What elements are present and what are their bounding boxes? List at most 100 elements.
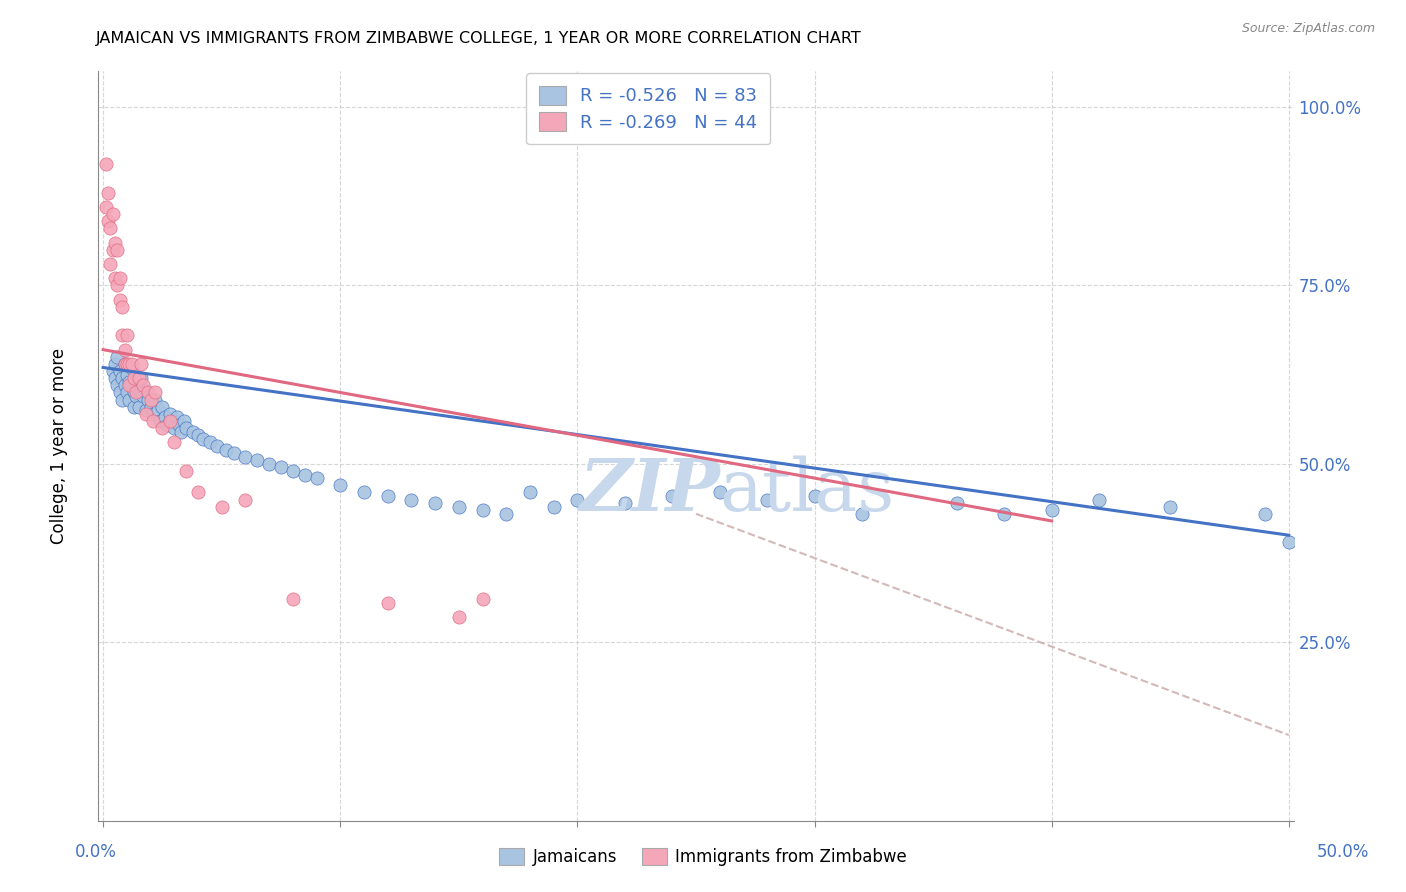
Point [423,496,446,510]
Point [1278,535,1301,549]
Point [851,507,873,521]
Point [305,471,328,485]
Point [118,357,141,371]
Point [128,371,150,385]
Point [181,425,204,439]
Point [163,435,186,450]
Point [135,385,157,400]
Point [139,400,162,414]
Point [143,392,166,407]
Legend: Jamaicans, Immigrants from Zimbabwe: Jamaicans, Immigrants from Zimbabwe [491,840,915,875]
Point [235,450,257,464]
Point [235,492,257,507]
Point [125,385,148,400]
Point [101,364,124,378]
Point [115,385,138,400]
Point [132,389,155,403]
Point [122,371,145,385]
Point [121,360,143,375]
Point [246,453,269,467]
Point [159,414,181,428]
Point [211,500,233,514]
Point [105,278,128,293]
Point [139,392,162,407]
Point [198,435,221,450]
Point [159,407,181,421]
Point [94,157,117,171]
Point [187,485,209,500]
Point [108,293,131,307]
Point [661,489,683,503]
Point [98,257,121,271]
Point [946,496,969,510]
Point [129,357,152,371]
Point [146,403,169,417]
Point [136,385,159,400]
Text: 0.0%: 0.0% [75,843,117,861]
Point [114,357,136,371]
Point [122,385,145,400]
Point [1159,500,1181,514]
Point [1040,503,1063,517]
Point [567,492,589,507]
Point [543,500,565,514]
Text: JAMAICAN VS IMMIGRANTS FROM ZIMBABWE COLLEGE, 1 YEAR OR MORE CORRELATION CHART: JAMAICAN VS IMMIGRANTS FROM ZIMBABWE COL… [96,31,862,46]
Point [160,414,183,428]
Point [118,375,141,389]
Point [163,421,186,435]
Point [125,375,148,389]
Point [156,417,179,432]
Point [153,410,176,425]
Point [281,592,304,607]
Point [115,328,138,343]
Point [105,350,128,364]
Point [101,207,124,221]
Text: atlas: atlas [720,456,896,526]
Point [377,489,399,503]
Point [129,371,152,385]
Point [94,200,117,214]
Point [104,357,127,371]
Point [114,343,136,357]
Point [222,446,245,460]
Point [149,414,172,428]
Point [111,392,134,407]
Point [142,414,165,428]
Point [495,507,517,521]
Point [167,417,190,432]
Point [111,371,134,385]
Point [215,442,238,457]
Point [257,457,280,471]
Point [132,378,155,392]
Point [118,378,141,392]
Point [135,403,157,417]
Text: ZIP: ZIP [579,456,720,526]
Point [104,235,127,250]
Point [709,485,731,500]
Point [613,496,636,510]
Point [152,421,174,435]
Point [294,467,316,482]
Point [401,492,423,507]
Point [447,500,470,514]
Point [471,592,494,607]
Point [121,357,143,371]
Point [170,425,193,439]
Point [108,271,131,285]
Point [135,407,157,421]
Point [142,407,165,421]
Point [143,385,166,400]
Legend: R = -0.526   N = 83, R = -0.269   N = 44: R = -0.526 N = 83, R = -0.269 N = 44 [526,73,770,145]
Point [121,378,143,392]
Point [115,368,138,382]
Point [447,610,470,624]
Point [111,328,134,343]
Point [205,439,228,453]
Point [128,382,150,396]
Point [152,400,174,414]
Point [97,214,120,228]
Point [108,364,131,378]
Point [108,385,131,400]
Text: College, 1 year or more: College, 1 year or more [51,348,67,544]
Point [174,464,197,478]
